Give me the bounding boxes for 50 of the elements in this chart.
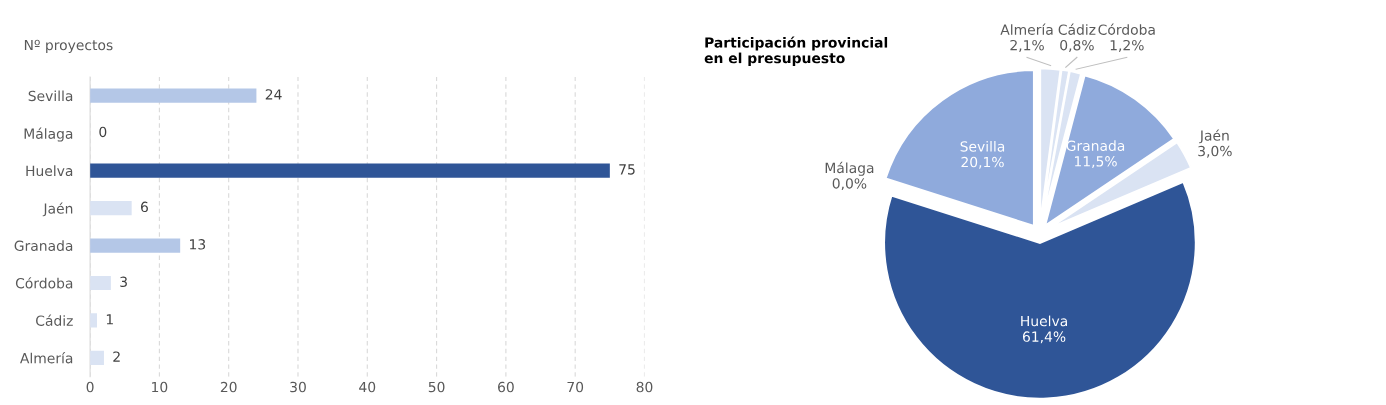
- data-label: 3,0%: [1198, 145, 1232, 158]
- category-label: Málaga: [825, 161, 874, 176]
- data-label: 75: [619, 164, 635, 175]
- data-label: 20,1%: [961, 156, 1004, 169]
- data-label: 13: [190, 239, 206, 250]
- slice-label: Jaén: [1199, 129, 1229, 144]
- bar: [90, 350, 104, 366]
- slice-label: Sevilla: [960, 140, 1005, 152]
- data-label: 11,5%: [1074, 156, 1117, 168]
- bar: [90, 238, 181, 253]
- x-tick-label: 70: [567, 381, 584, 393]
- x-tick-label: 30: [290, 381, 306, 393]
- slice-label: Cádiz: [1058, 23, 1096, 35]
- data-label: 6: [140, 201, 148, 213]
- x-tick-label: 20: [220, 381, 237, 393]
- data-label: 24: [265, 89, 282, 100]
- y-tick-label: Almería: [20, 352, 73, 364]
- bar: [90, 275, 111, 291]
- y-tick-label: Huelva: [26, 165, 73, 177]
- data-label: 3: [120, 276, 127, 288]
- bar: [90, 163, 610, 178]
- data-label: 0,8%: [1060, 39, 1094, 52]
- slice-label: Granada: [1066, 140, 1125, 152]
- y-tick-label: Granada: [14, 240, 73, 252]
- y-tick-label: Córdoba: [15, 277, 73, 289]
- slice-label: Córdoba: [1098, 23, 1155, 35]
- y-tick-label: Jaén: [42, 202, 73, 217]
- x-tick-label: 40: [359, 381, 376, 393]
- bar: [90, 313, 98, 328]
- data-label: 0: [99, 126, 107, 138]
- slice-label: Almería: [1000, 23, 1053, 35]
- slice-label: Huelva: [1021, 315, 1067, 327]
- text: 0,0%: [832, 178, 867, 191]
- x-tick-label: 0: [86, 381, 94, 393]
- bar: [90, 200, 132, 216]
- data-label: 2,1%: [1010, 39, 1044, 52]
- y-tick-label: Sevilla: [28, 90, 73, 102]
- chart-title: Nº proyectos: [24, 39, 113, 53]
- data-label: 2: [113, 351, 120, 362]
- x-tick-label: 60: [498, 381, 514, 393]
- data-label: 61,4%: [1022, 331, 1066, 344]
- x-tick-label: 80: [636, 381, 653, 393]
- text: Participación provincial en el presupuesto: [704, 36, 888, 66]
- data-label: 1: [106, 314, 113, 325]
- x-tick-label: 10: [152, 381, 168, 393]
- data-label: 1,2%: [1110, 39, 1144, 52]
- x-tick-label: 50: [428, 381, 445, 393]
- y-tick-label: Cádiz: [36, 314, 73, 326]
- y-tick-label: Málaga: [24, 127, 73, 142]
- bar: [90, 88, 257, 103]
